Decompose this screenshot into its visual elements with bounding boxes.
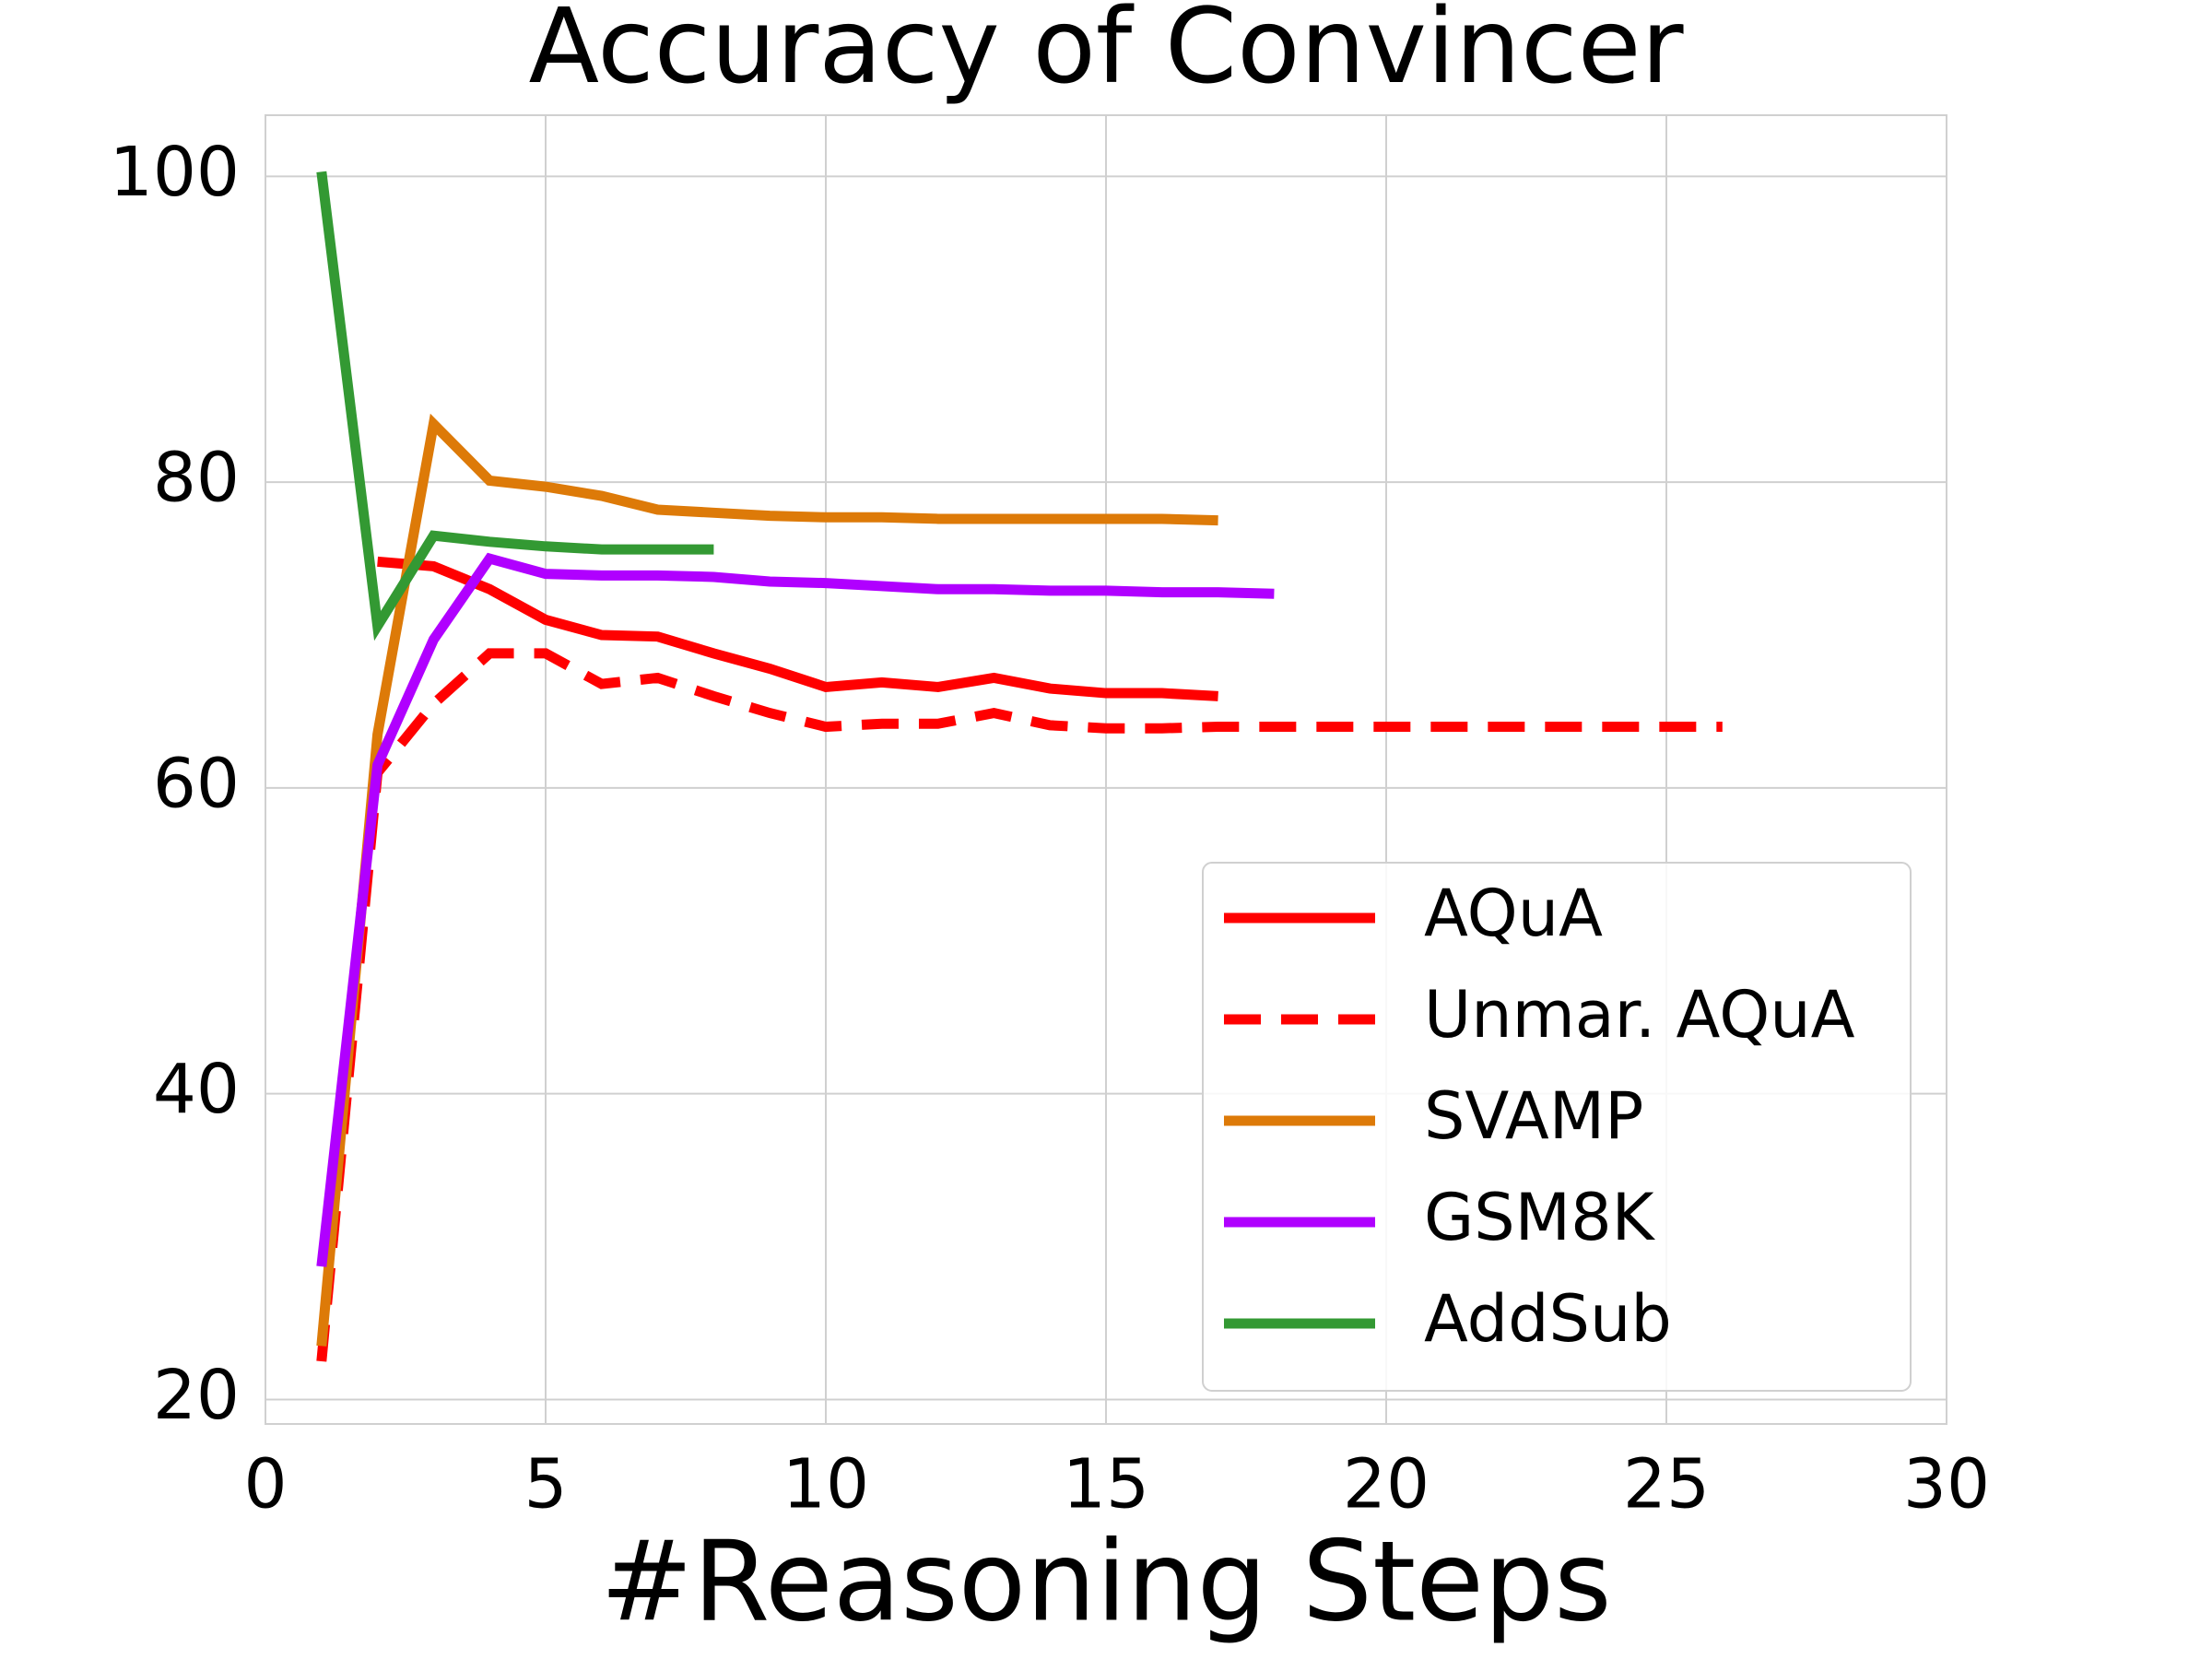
x-tick-label: 20 [1343, 1445, 1430, 1524]
legend-label: AddSub [1424, 1281, 1672, 1357]
series-line [316, 552, 1275, 1267]
series-line [316, 171, 714, 641]
x-tick-label: 0 [243, 1445, 287, 1524]
y-tick-label: 80 [153, 439, 240, 518]
plot-frame [265, 114, 1947, 1425]
y-tick-label: 40 [153, 1050, 240, 1129]
x-axis-label: #Reasoning Steps [600, 1519, 1611, 1647]
x-tick-label: 25 [1623, 1445, 1710, 1524]
legend-label: Unmar. AQuA [1424, 977, 1855, 1053]
x-tick-label: 10 [782, 1445, 869, 1524]
legend-label: SVAMP [1424, 1078, 1643, 1154]
legend-label: AQuA [1424, 876, 1603, 951]
series-line [377, 556, 1218, 701]
y-tick-label: 100 [110, 133, 240, 212]
series-line [316, 413, 1218, 1347]
x-tick-label: 15 [1063, 1445, 1149, 1524]
x-tick-label: 30 [1903, 1445, 1990, 1524]
y-tick-label: 20 [153, 1356, 240, 1435]
x-tick-label: 5 [524, 1445, 567, 1524]
y-tick-label: 60 [153, 744, 240, 823]
chart-title: Accuracy of Convincer [528, 0, 1684, 107]
legend-label: GSM8K [1424, 1180, 1656, 1255]
series-line [316, 648, 1723, 1362]
legend-box [1202, 862, 1912, 1392]
